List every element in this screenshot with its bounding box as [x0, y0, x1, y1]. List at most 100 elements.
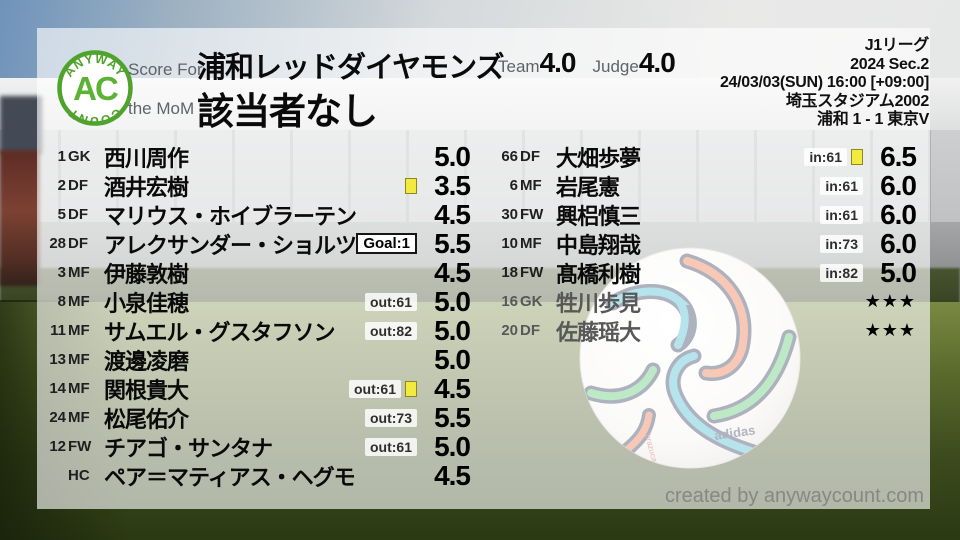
- player-name: 松尾佑介: [104, 406, 189, 432]
- player-rating: 5.0: [434, 285, 471, 317]
- player-number: 8: [57, 293, 66, 310]
- player-position: HC: [68, 467, 90, 484]
- team-name: 浦和レッドダイヤモンズ: [197, 52, 505, 84]
- starting-lineup-column: 1 GK 西川周作 5.0 2 DF 酒井宏樹 3.5 5 DF マリウス・ホイブラーテン 4.5 28…: [40, 140, 471, 491]
- player-row: HC ペア＝マティアス・ヘグモ 4.5: [40, 460, 471, 491]
- player-annotations: in:73: [820, 234, 863, 253]
- stand-shadow-left: [0, 96, 42, 154]
- player-row: 3 MF 伊藤敦樹 4.5: [40, 257, 471, 288]
- match-info-block: J1リーグ 2024 Sec.2 24/03/03(SUN) 16:00 [+0…: [720, 37, 929, 130]
- substitution-badge: out:61: [365, 292, 417, 311]
- player-number: 1: [57, 148, 66, 165]
- player-rating: 4.5: [434, 372, 471, 404]
- player-rating: 5.0: [434, 314, 471, 346]
- player-position: GK: [520, 293, 543, 310]
- player-annotations: out:61: [365, 292, 417, 311]
- player-row: 30 FW 興梠慎三 in:61 6.0: [492, 199, 917, 230]
- match-info-result: 浦和 1 - 1 東京V: [817, 111, 929, 128]
- player-name: 関根貴大: [104, 377, 189, 403]
- player-number: 20: [501, 322, 518, 339]
- player-rating: 5.0: [434, 140, 471, 172]
- judge-score-label: Judge: [592, 57, 639, 76]
- credit-text: created by anywaycount.com: [664, 485, 924, 507]
- player-number: 5: [57, 206, 66, 223]
- player-position: FW: [520, 264, 544, 281]
- player-annotations: in:82: [820, 263, 863, 282]
- substitution-badge: out:73: [365, 408, 417, 427]
- player-position: DF: [520, 148, 540, 165]
- player-number: 11: [50, 322, 66, 339]
- mom-label: the MoM: [128, 99, 195, 118]
- player-name: 中島翔哉: [556, 232, 641, 258]
- player-rating: 5.5: [434, 227, 471, 259]
- player-row: 10 MF 中島翔哉 in:73 6.0: [492, 227, 917, 259]
- player-number: 28: [49, 235, 66, 252]
- player-position: MF: [68, 322, 90, 339]
- player-position: DF: [68, 206, 88, 223]
- player-name: 佐藤瑶大: [556, 319, 641, 345]
- player-position: FW: [520, 206, 544, 223]
- substitution-badge: in:82: [820, 263, 863, 282]
- match-info-season: 2024 Sec.2: [850, 55, 929, 73]
- player-position: MF: [520, 177, 542, 194]
- player-name: チアゴ・サンタナ: [104, 435, 273, 461]
- player-name: 酒井宏樹: [104, 174, 189, 200]
- player-row: 16 GK 牲川歩見 ★★★: [492, 287, 916, 316]
- player-row: 8 MF 小泉佳穂 out:61 5.0: [40, 285, 471, 317]
- player-rating: 5.0: [434, 343, 471, 375]
- judge-score-value: 4.0: [638, 47, 676, 78]
- player-name: 伊藤敦樹: [104, 261, 189, 287]
- player-annotations: out:61: [349, 379, 417, 398]
- player-name: サムエル・グスタフソン: [104, 319, 336, 345]
- player-row: 20 DF 佐藤瑶大 ★★★: [492, 316, 916, 345]
- player-rating: 5.0: [880, 256, 917, 288]
- player-row: 28 DF アレクサンダー・ショルツ Goal:1 5.5: [40, 227, 471, 259]
- player-position: DF: [68, 177, 88, 194]
- player-number: 14: [49, 380, 66, 397]
- player-position: FW: [68, 438, 92, 455]
- yellow-card-icon: [405, 177, 417, 194]
- player-row: 24 MF 松尾佑介 out:73 5.5: [40, 402, 471, 433]
- player-row: 2 DF 酒井宏樹 3.5: [40, 169, 471, 201]
- player-position: MF: [68, 293, 90, 310]
- player-name: 岩尾憲: [556, 174, 620, 200]
- player-rating: 4.5: [434, 198, 471, 230]
- player-name: 髙橋利樹: [556, 261, 641, 287]
- player-position: MF: [68, 264, 90, 281]
- player-position: DF: [68, 235, 88, 252]
- player-name: マリウス・ホイブラーテン: [104, 203, 357, 229]
- player-number: 3: [57, 264, 66, 281]
- player-annotations: out:82: [365, 321, 417, 340]
- player-name: ペア＝マティアス・ヘグモ: [104, 464, 356, 490]
- svg-text:COUNT: COUNT: [66, 105, 124, 127]
- translucent-overlay-panel: [37, 28, 930, 509]
- player-row: 1 GK 西川周作 5.0: [40, 140, 471, 172]
- player-number: 16: [501, 293, 518, 310]
- yellow-card-icon: [405, 380, 417, 397]
- player-number: 6: [509, 177, 518, 194]
- player-name: 小泉佳穂: [104, 290, 189, 316]
- team-score-value: 4.0: [539, 47, 577, 78]
- team-score-label: Team: [498, 57, 540, 76]
- match-info-datetime: 24/03/03(SUN) 16:00 [+09:00]: [719, 74, 929, 91]
- player-rating: 3.5: [434, 169, 471, 201]
- player-annotations: out:61: [365, 437, 417, 456]
- player-number: 13: [49, 351, 66, 368]
- red-seats-left: [0, 150, 40, 286]
- player-number: 12: [49, 438, 66, 455]
- unused-player-stars: ★★★: [864, 291, 916, 311]
- player-rating: 6.0: [880, 227, 917, 259]
- player-row: 18 FW 髙橋利樹 in:82 5.0: [492, 256, 917, 288]
- match-info-league: J1リーグ: [864, 37, 930, 54]
- player-annotations: Goal:1: [356, 233, 417, 254]
- player-row: 5 DF マリウス・ホイブラーテン 4.5: [40, 198, 471, 230]
- player-rating: 6.0: [880, 169, 917, 201]
- player-number: 24: [49, 409, 66, 426]
- unused-player-stars: ★★★: [864, 320, 916, 340]
- player-annotations: [405, 177, 417, 194]
- player-position: MF: [520, 235, 542, 252]
- score-for-label: Score For: [128, 60, 203, 79]
- yellow-card-icon: [851, 148, 863, 165]
- player-annotations: in:61: [820, 205, 863, 224]
